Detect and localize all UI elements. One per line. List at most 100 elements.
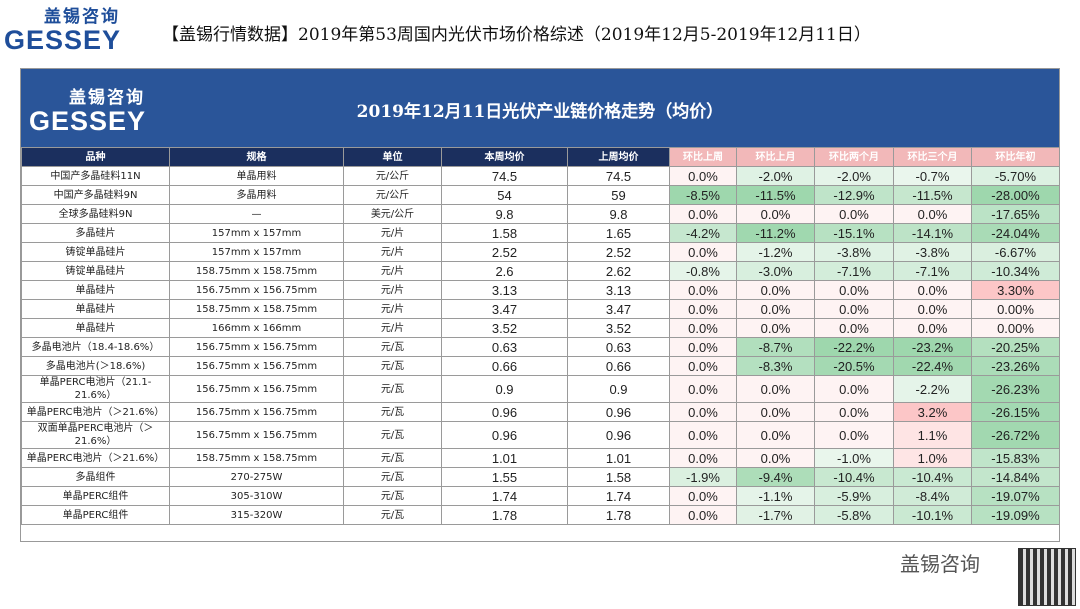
cell: 1.58 (567, 467, 670, 487)
column-header: 单位 (343, 147, 442, 167)
cell: -11.5% (736, 185, 815, 205)
column-header: 环比年初 (971, 147, 1060, 167)
cell: -4.2% (669, 223, 737, 243)
cell: 元/瓦 (343, 448, 442, 468)
cell: 中国产多晶硅料9N (21, 185, 170, 205)
cell: 0.0% (736, 299, 815, 319)
cell: -10.34% (971, 261, 1060, 281)
cell: 1.01 (567, 448, 670, 468)
cell: 0.0% (669, 448, 737, 468)
cell: -3.8% (893, 242, 972, 262)
cell: 元/瓦 (343, 337, 442, 357)
cell: -7.1% (893, 261, 972, 281)
cell: -19.07% (971, 486, 1060, 506)
cell: -19.09% (971, 505, 1060, 525)
cell: 0.96 (567, 402, 670, 422)
table-row: 多晶电池片(＞18.6%) 156.75mm x 156.75mm 元/瓦 0.66 0… (21, 356, 1060, 376)
cell: 0.0% (669, 486, 737, 506)
cell: -14.1% (893, 223, 972, 243)
cell: 0.0% (736, 318, 815, 338)
table-frame: 盖锡咨询 GESSEY 2019年12月11日光伏产业链价格走势（均价） 品种规… (20, 68, 1060, 542)
header-row: 品种 规格 单位 本周均价 上周均价 环比上周 环比上月 环比两个月 环比三个月 环比年初 (21, 147, 1060, 167)
banner-logo: 盖锡咨询 GESSEY (29, 83, 146, 137)
cell: 1.0% (893, 448, 972, 468)
cell: 0.0% (893, 299, 972, 319)
cell: 铸锭单晶硅片 (21, 261, 170, 281)
cell: 158.75mm x 158.75mm (169, 299, 344, 319)
cell: 0.0% (669, 280, 737, 300)
cell: 单晶用料 (169, 166, 344, 186)
cell: 0.0% (736, 421, 815, 449)
table-row: 单晶PERC电池片（21.1-21.6%） 156.75mm x 156.75mm… (21, 375, 1060, 403)
cell: 元/瓦 (343, 421, 442, 449)
cell: -23.26% (971, 356, 1060, 376)
cell: -5.8% (814, 505, 894, 525)
cell: -10.4% (814, 467, 894, 487)
cell: 0.96 (567, 421, 670, 449)
cell: -20.25% (971, 337, 1060, 357)
column-header: 环比上月 (736, 147, 815, 167)
cell: 元/公斤 (343, 166, 442, 186)
cell: 元/片 (343, 242, 442, 262)
cell: 元/片 (343, 261, 442, 281)
cell: 1.01 (441, 448, 568, 468)
cell: 单晶硅片 (21, 280, 170, 300)
cell: -12.9% (814, 185, 894, 205)
cell: 0.0% (669, 204, 737, 224)
cell: 3.47 (567, 299, 670, 319)
cell: 2.6 (441, 261, 568, 281)
cell: 元/片 (343, 223, 442, 243)
cell: 156.75mm x 156.75mm (169, 337, 344, 357)
cell: 0.0% (669, 375, 737, 403)
cell: 0.0% (669, 299, 737, 319)
cell: 0.0% (669, 402, 737, 422)
cell: -22.4% (893, 356, 972, 376)
table-row: 全球多晶硅料9N — 美元/公斤 9.8 9.8 0.0% 0.0% 0.0% 0.0% -17.… (21, 204, 1060, 224)
cell: -22.2% (814, 337, 894, 357)
cell: 9.8 (441, 204, 568, 224)
cell: -8.5% (669, 185, 737, 205)
table-row: 单晶PERC组件 315-320W 元/瓦 1.78 1.78 0.0% -1.7% -5.8… (21, 505, 1060, 525)
cell: 3.13 (567, 280, 670, 300)
cell: 0.0% (893, 318, 972, 338)
price-table: 品种 规格 单位 本周均价 上周均价 环比上周 环比上月 环比两个月 环比三个月 环比年初 中国产… (21, 147, 1060, 525)
cell: -17.65% (971, 204, 1060, 224)
cell: 0.63 (441, 337, 568, 357)
cell: 1.74 (567, 486, 670, 506)
cell: 0.96 (441, 421, 568, 449)
cell: 0.0% (669, 505, 737, 525)
table-row: 单晶硅片 156.75mm x 156.75mm 元/片 3.13 3.13 0.0% 0.… (21, 280, 1060, 300)
table-row: 中国产多晶硅料9N 多晶用料 元/公斤 54 59 -8.5% -11.5% -12.9% -1… (21, 185, 1060, 205)
cell: 157mm x 157mm (169, 242, 344, 262)
cell: 156.75mm x 156.75mm (169, 421, 344, 449)
cell: 156.75mm x 156.75mm (169, 280, 344, 300)
cell: 多晶电池片(＞18.6%) (21, 356, 170, 376)
table-body: 中国产多晶硅料11N 单晶用料 元/公斤 74.5 74.5 0.0% -2.0% -2.0%… (21, 166, 1060, 525)
cell: 元/片 (343, 280, 442, 300)
cell: -3.8% (814, 242, 894, 262)
cell: -11.5% (893, 185, 972, 205)
cell: 元/公斤 (343, 185, 442, 205)
cell: -0.8% (669, 261, 737, 281)
page-title: 【盖锡行情数据】2019年第53周国内光伏市场价格综述（2019年12月5-20… (162, 25, 871, 45)
table-row: 单晶PERC组件 305-310W 元/瓦 1.74 1.74 0.0% -1.1% -5.9… (21, 486, 1060, 506)
cell: 0.0% (736, 204, 815, 224)
cell: -3.0% (736, 261, 815, 281)
cell: 0.0% (736, 402, 815, 422)
cell: 0.0% (669, 356, 737, 376)
cell: -2.0% (814, 166, 894, 186)
cell: 3.13 (441, 280, 568, 300)
cell: 2.52 (567, 242, 670, 262)
cell: -1.7% (736, 505, 815, 525)
cell: -1.9% (669, 467, 737, 487)
column-header: 环比上周 (669, 147, 737, 167)
cell: -7.1% (814, 261, 894, 281)
watermark: 盖锡咨询 (900, 552, 980, 576)
table-row: 多晶电池片（18.4-18.6%） 156.75mm x 156.75mm 元/瓦 0… (21, 337, 1060, 357)
cell: -1.2% (736, 242, 815, 262)
cell: 多晶电池片（18.4-18.6%） (21, 337, 170, 357)
column-header: 本周均价 (441, 147, 568, 167)
cell: -5.70% (971, 166, 1060, 186)
cell: 单晶PERC电池片（＞21.6%） (21, 402, 170, 422)
cell: 美元/公斤 (343, 204, 442, 224)
